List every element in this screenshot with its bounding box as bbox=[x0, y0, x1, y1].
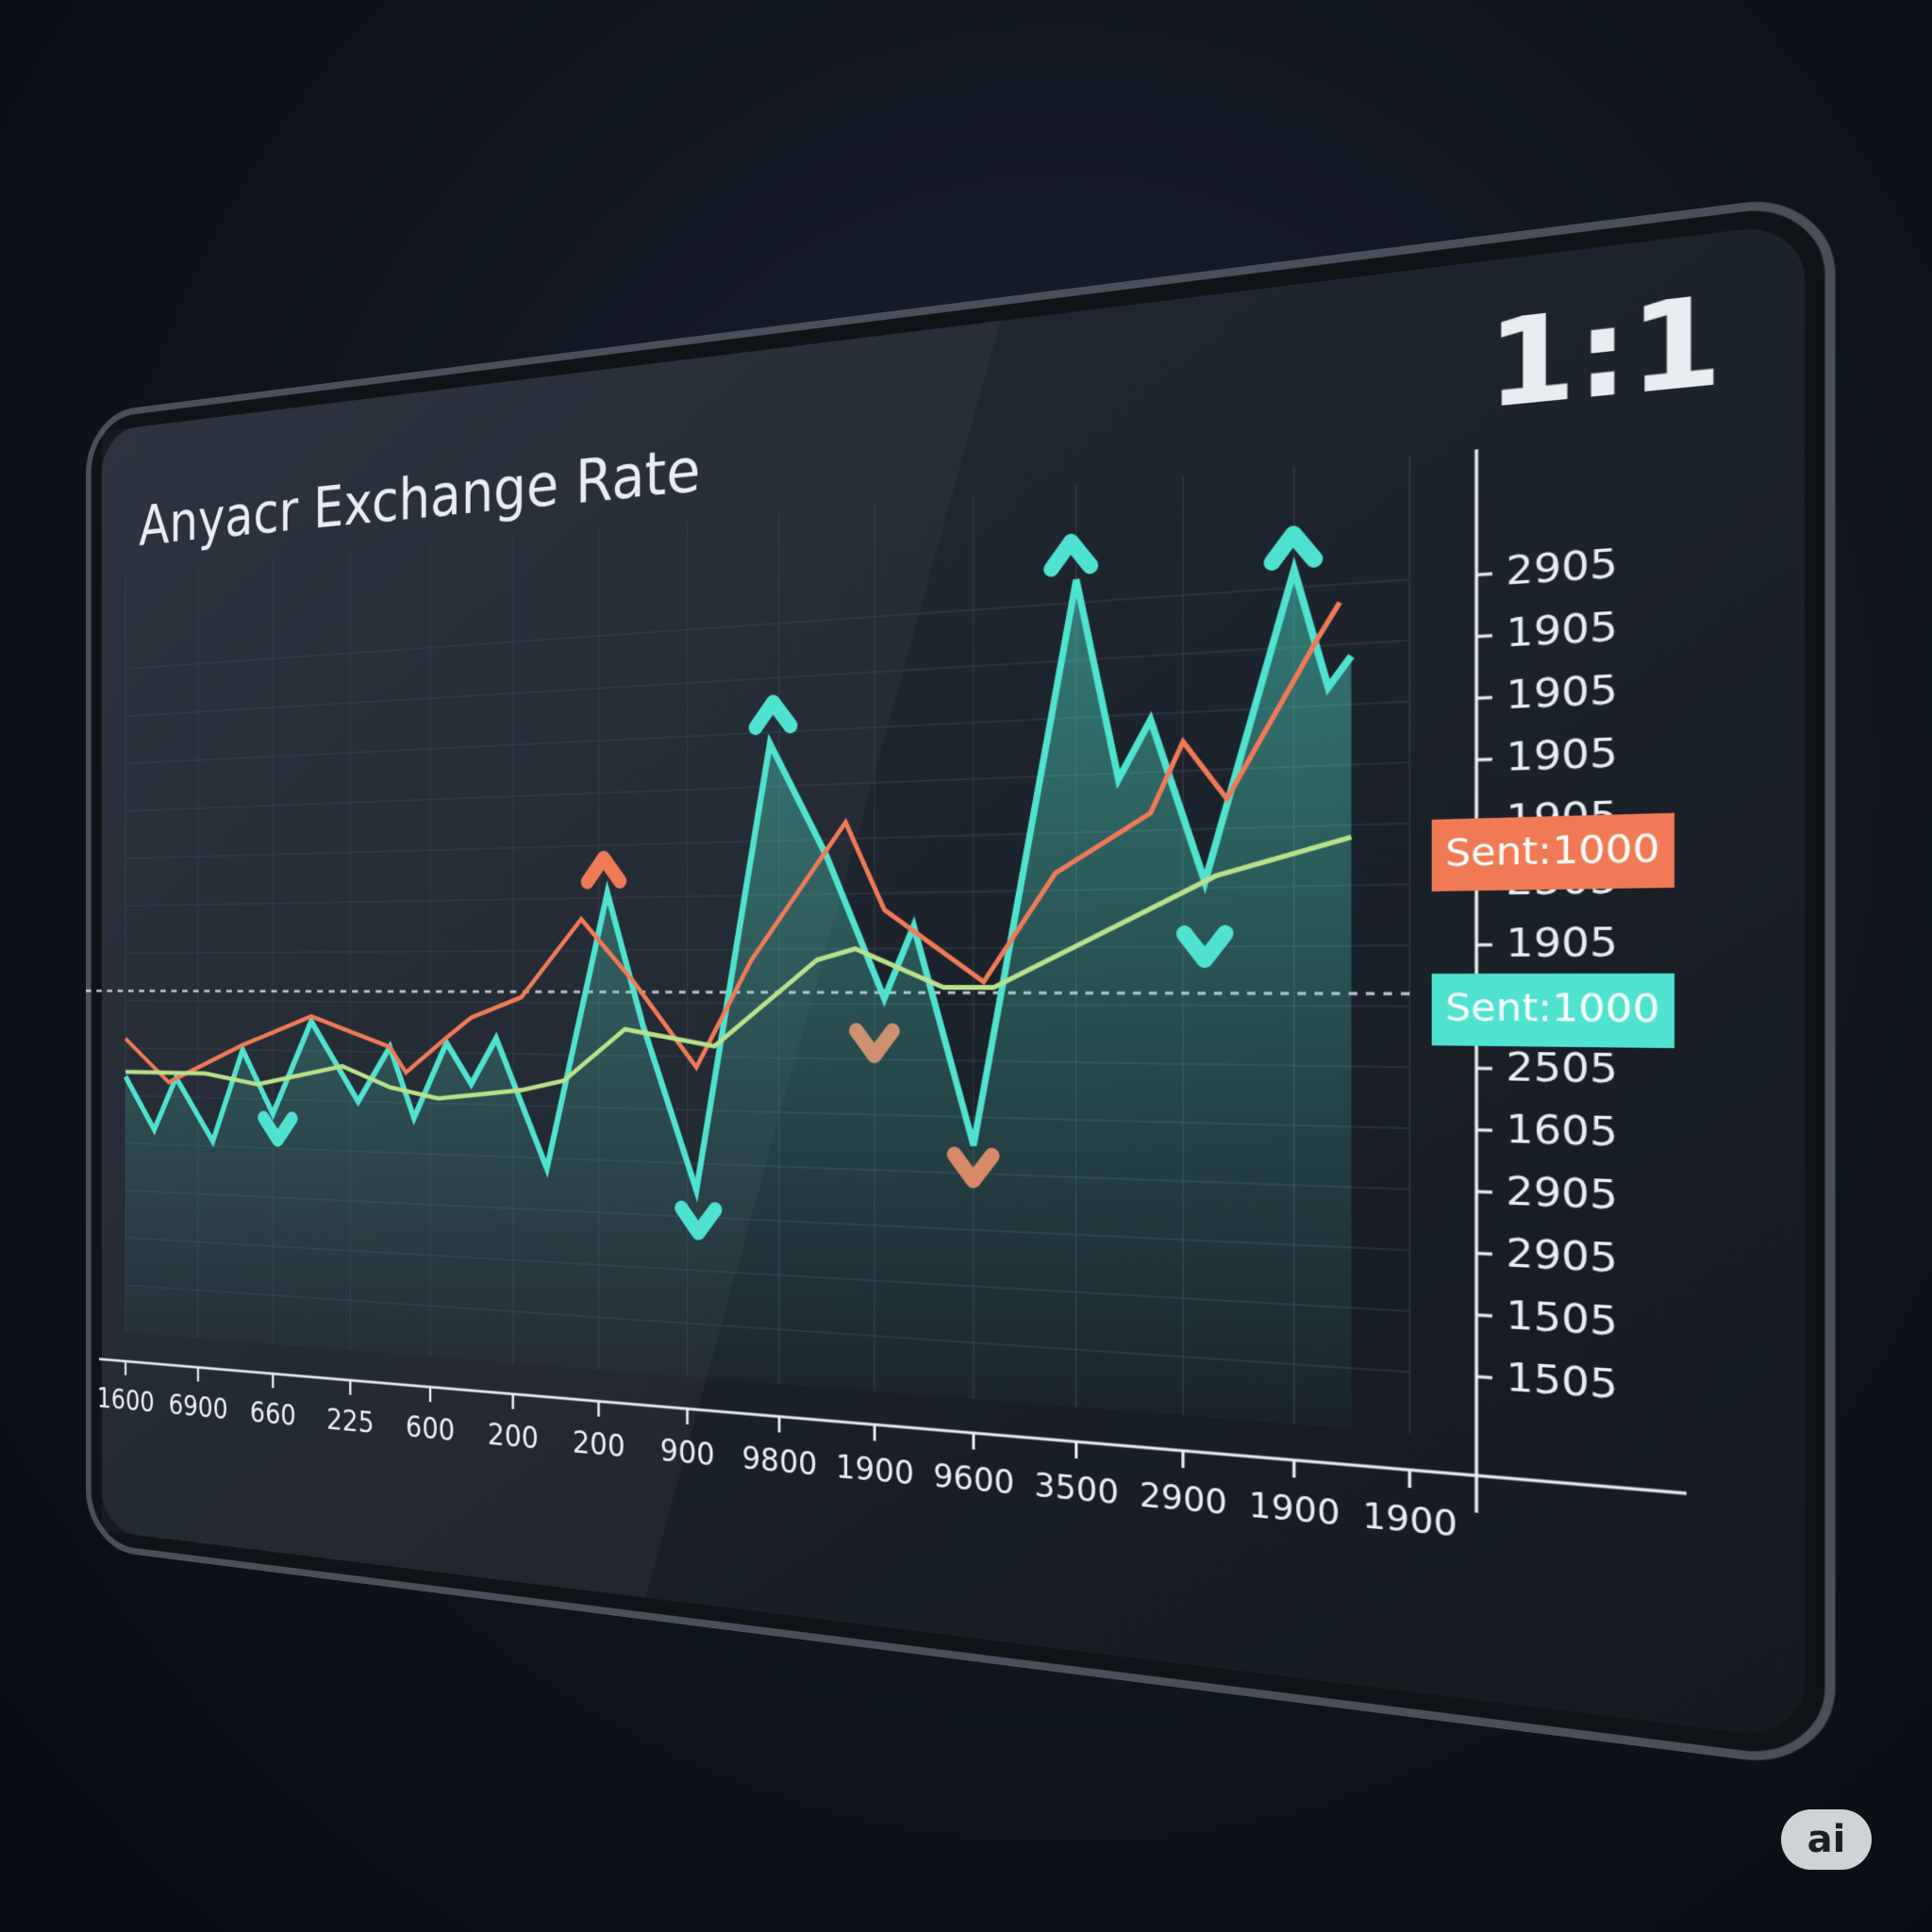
y-tick-label: 1905 bbox=[1506, 728, 1618, 780]
x-tick-label: 9800 bbox=[741, 1441, 817, 1484]
y-tick-label: 1505 bbox=[1506, 1353, 1618, 1408]
y-tick bbox=[1476, 574, 1492, 575]
y-tick-label: 1505 bbox=[1506, 1291, 1618, 1346]
x-tick-label: 9600 bbox=[933, 1457, 1014, 1503]
annotation: Sent:1000 bbox=[1445, 824, 1659, 874]
y-tick bbox=[1476, 1315, 1492, 1316]
y-tick-label: 1505 bbox=[1506, 981, 1618, 1029]
x-tick-label: 225 bbox=[326, 1404, 374, 1441]
area bbox=[125, 559, 1352, 1429]
corner-label: 1:1 bbox=[1487, 269, 1723, 435]
x-tick-label: 1900 bbox=[836, 1449, 914, 1493]
x-tick-label: 1900 bbox=[1249, 1487, 1341, 1536]
x-tick-label: 6900 bbox=[169, 1390, 228, 1427]
y-tick-label: 2905 bbox=[1506, 1167, 1618, 1219]
y-tick bbox=[1476, 697, 1492, 698]
chart: Anyacr Exchange Rate 1:1 290519051905190… bbox=[86, 192, 1835, 1772]
x-tick-label: 1900 bbox=[1362, 1496, 1457, 1546]
y-tick-label: 2905 bbox=[1506, 539, 1618, 594]
y-tick bbox=[1476, 636, 1492, 637]
x-tick-label: 2900 bbox=[1140, 1476, 1227, 1524]
tablet: Anyacr Exchange Rate 1:1 2905 1905 1905 190… bbox=[86, 192, 1835, 1772]
y-tick bbox=[1476, 1254, 1492, 1255]
y-tick-label: 1905 bbox=[1506, 602, 1618, 657]
x-tick-label: 3500 bbox=[1034, 1467, 1119, 1513]
y-tick bbox=[1476, 1376, 1492, 1377]
x-tick-label: 200 bbox=[573, 1425, 625, 1466]
y-tick-label: 1605 bbox=[1506, 1106, 1618, 1157]
y-tick bbox=[1476, 759, 1492, 760]
y-tick-label: 2905 bbox=[1506, 1229, 1618, 1282]
x-tick-label: 1600 bbox=[97, 1383, 155, 1420]
x-tick-label: 200 bbox=[488, 1418, 539, 1457]
y-tick-label: 2505 bbox=[1506, 855, 1618, 905]
x-tick-label: 600 bbox=[406, 1410, 455, 1449]
x-tick-label: 900 bbox=[660, 1433, 715, 1474]
ai-badge: ai bbox=[1781, 1809, 1872, 1870]
annotation: Sent:1000 bbox=[1445, 985, 1659, 1031]
y-tick-label: 2505 bbox=[1506, 1043, 1618, 1093]
y-tick-label: 1905 bbox=[1506, 918, 1618, 967]
y-tick bbox=[1476, 1191, 1492, 1192]
x-tick-label: 660 bbox=[250, 1396, 296, 1433]
y-tick-label: 1905 bbox=[1506, 665, 1618, 719]
y-tick-label: 1905 bbox=[1506, 791, 1618, 842]
